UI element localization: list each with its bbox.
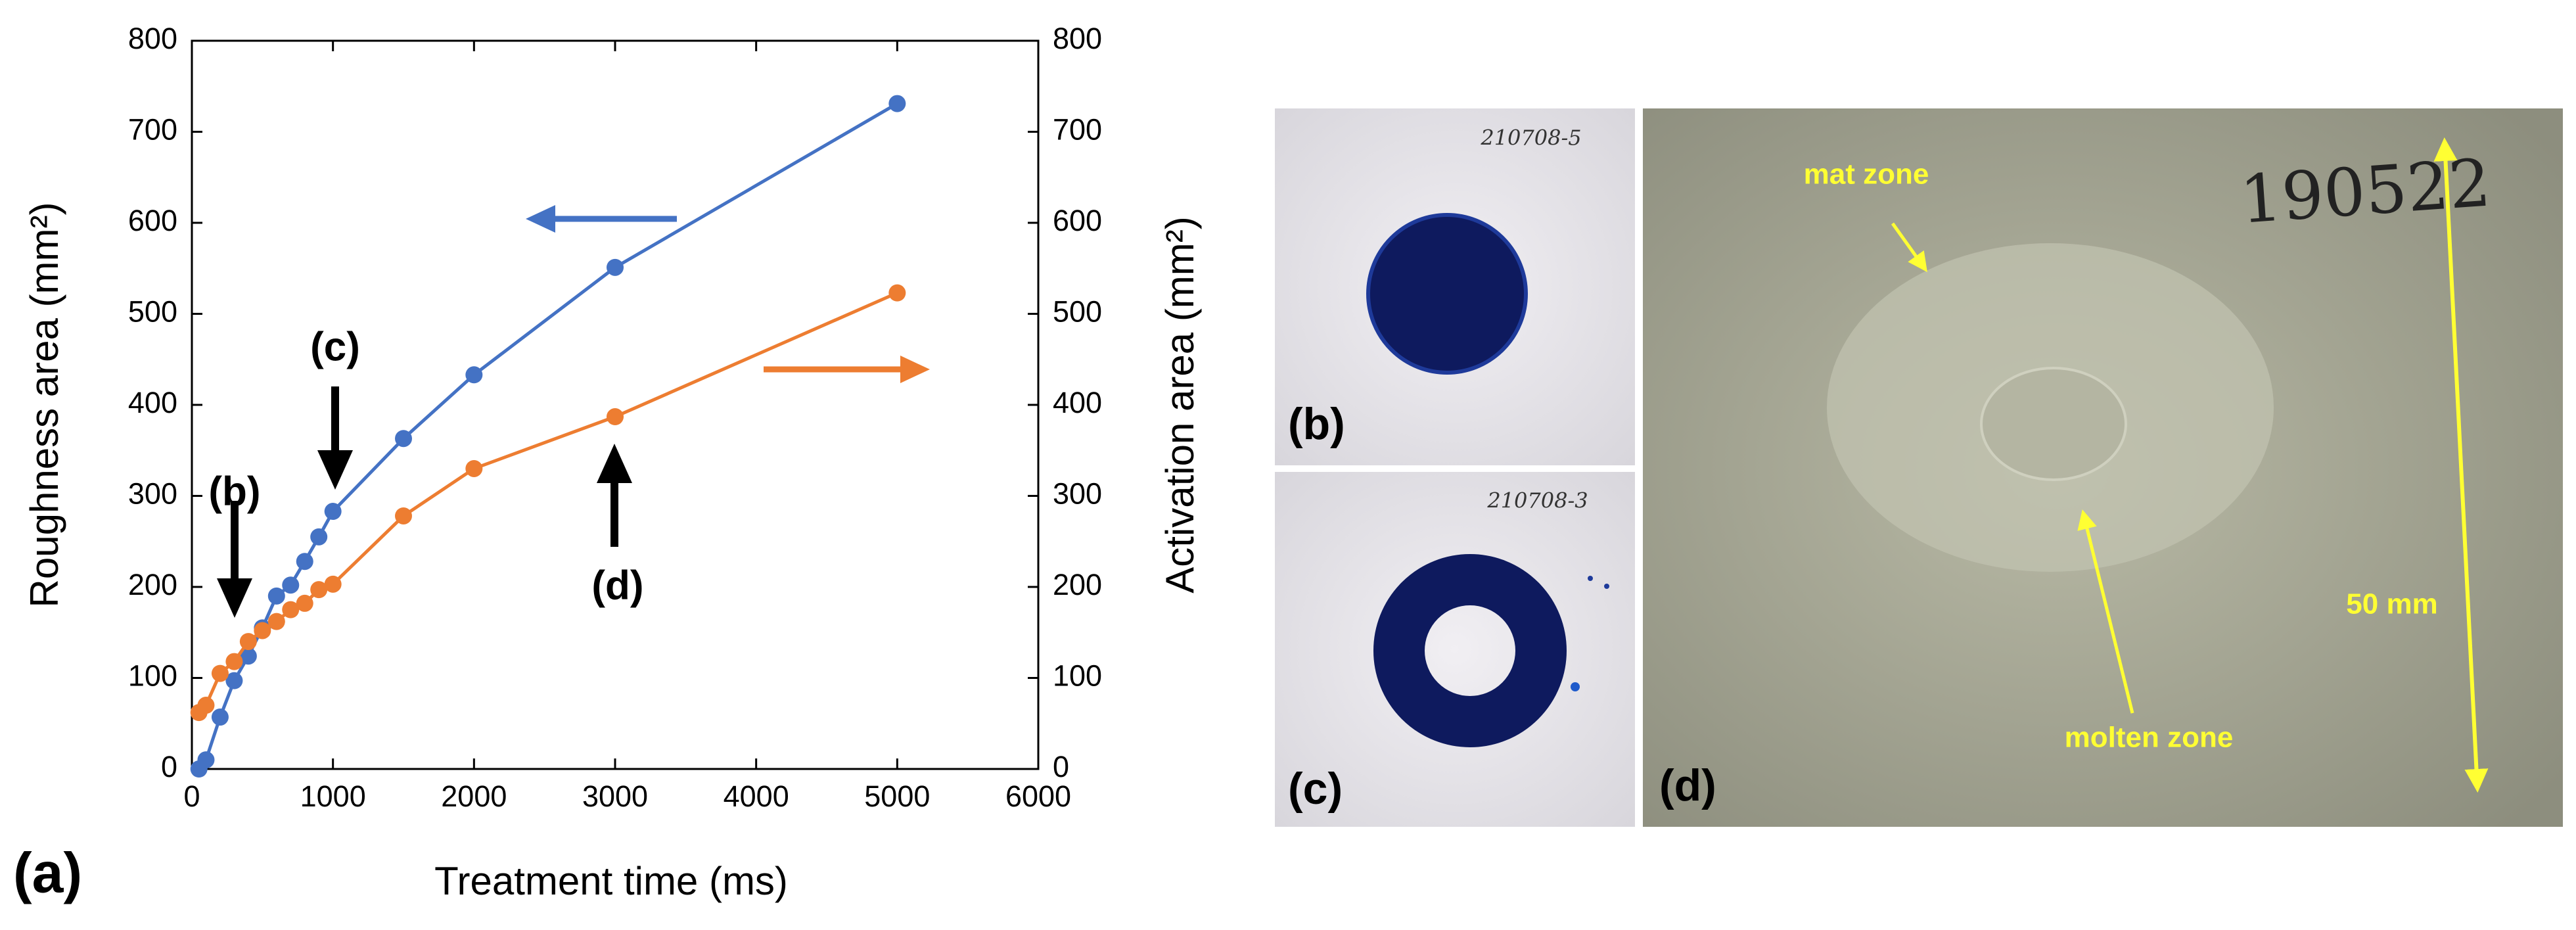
stain-ring <box>1373 554 1567 747</box>
y-tick-label: 500 <box>128 294 177 328</box>
molten-zone-label: molten zone <box>2065 722 2234 754</box>
stain <box>1366 213 1528 375</box>
data-point <box>267 587 285 605</box>
data-point <box>296 594 313 612</box>
y2-tick-label: 300 <box>1053 477 1102 510</box>
series-line <box>197 291 898 714</box>
y-tick-label: 700 <box>128 112 177 146</box>
x-tick-label: 5000 <box>864 779 930 813</box>
panel-label: (a) <box>13 842 82 905</box>
data-point <box>888 284 906 302</box>
data-point <box>310 581 328 599</box>
pointer-arrow <box>2077 509 2134 714</box>
y2-tick-label: 0 <box>1053 750 1069 783</box>
axis-arrow-head <box>900 356 930 383</box>
annotation-arrow-head <box>217 578 252 618</box>
y2-tick-label: 600 <box>1053 204 1102 237</box>
stain-dot <box>1588 576 1593 581</box>
annotation: (c) <box>310 324 360 369</box>
x-tick-label: 0 <box>183 779 200 813</box>
y2-tick-label: 700 <box>1053 112 1102 146</box>
axis-arrow-head <box>526 205 555 233</box>
y-tick-label: 200 <box>128 568 177 601</box>
annotation-arrow-head <box>597 444 632 483</box>
mat-zone-label: mat zone <box>1804 158 1929 191</box>
data-point <box>211 709 229 726</box>
y2-tick-label: 100 <box>1053 659 1102 692</box>
photo-label: (b) <box>1288 399 1345 449</box>
y-tick-label: 800 <box>128 22 177 55</box>
data-point <box>395 430 412 448</box>
molten-zone <box>1980 367 2127 481</box>
data-point <box>296 553 313 570</box>
annotation: (d) <box>591 563 643 608</box>
photo-d: 190522 mat zone molten zone 50 mm (d) <box>1643 108 2563 827</box>
pointer-arrow <box>1891 222 1927 273</box>
photo-b: 210708-5 (b) <box>1275 108 1635 465</box>
data-point <box>395 507 412 524</box>
annotation: (b) <box>208 469 260 514</box>
stain-dot <box>1571 682 1580 691</box>
y-axis-title: Roughness area (mm²) <box>22 202 66 608</box>
x-axis-title: Treatment time (ms) <box>434 859 788 903</box>
data-point <box>310 528 328 546</box>
data-point <box>254 622 271 639</box>
data-point <box>465 459 483 477</box>
data-point <box>239 647 257 665</box>
data-point <box>324 575 342 593</box>
data-point <box>267 613 285 630</box>
data-point <box>607 258 624 276</box>
data-point <box>282 576 300 594</box>
sample-id: 210708-5 <box>1480 126 1581 151</box>
x-tick-label: 4000 <box>724 779 789 813</box>
y2-tick-label: 800 <box>1053 22 1102 55</box>
x-tick-label: 2000 <box>441 779 507 813</box>
data-point <box>225 653 243 670</box>
data-point <box>225 672 243 689</box>
data-point <box>211 664 229 682</box>
scale-label: 50 mm <box>2346 588 2437 620</box>
y2-axis-title: Activation area (mm²) <box>1158 216 1202 593</box>
y-tick-label: 600 <box>128 204 177 237</box>
scale-arrow <box>2433 137 2489 793</box>
data-point <box>239 633 257 651</box>
chart: Treatment time (ms) Roughness area (mm²)… <box>13 22 1202 905</box>
photo-background <box>1275 472 1635 827</box>
data-point <box>197 697 215 714</box>
y-tick-label: 400 <box>128 386 177 419</box>
y2-tick-label: 500 <box>1053 294 1102 328</box>
series-line <box>197 102 898 770</box>
data-point <box>607 408 624 426</box>
annotation-arrow-head <box>317 450 353 490</box>
stain-dot <box>1604 584 1609 589</box>
data-point <box>324 503 342 521</box>
x-tick-label: 3000 <box>582 779 648 813</box>
sample-id: 210708-3 <box>1486 488 1588 513</box>
data-point <box>197 751 215 769</box>
photo-c: 210708-3 (c) <box>1275 472 1635 827</box>
x-tick-label: 1000 <box>300 779 366 813</box>
photo-label: (d) <box>1659 760 1716 810</box>
y-tick-label: 100 <box>128 659 177 692</box>
data-point <box>282 601 300 618</box>
data-point <box>888 95 906 112</box>
y2-tick-label: 400 <box>1053 386 1102 419</box>
x-tick-label: 6000 <box>1005 779 1071 813</box>
y2-tick-label: 200 <box>1053 568 1102 601</box>
y-tick-label: 300 <box>128 477 177 510</box>
photo-label: (c) <box>1288 764 1343 814</box>
y-tick-label: 0 <box>161 750 177 783</box>
plot-frame <box>191 39 1040 770</box>
data-point <box>465 366 483 384</box>
